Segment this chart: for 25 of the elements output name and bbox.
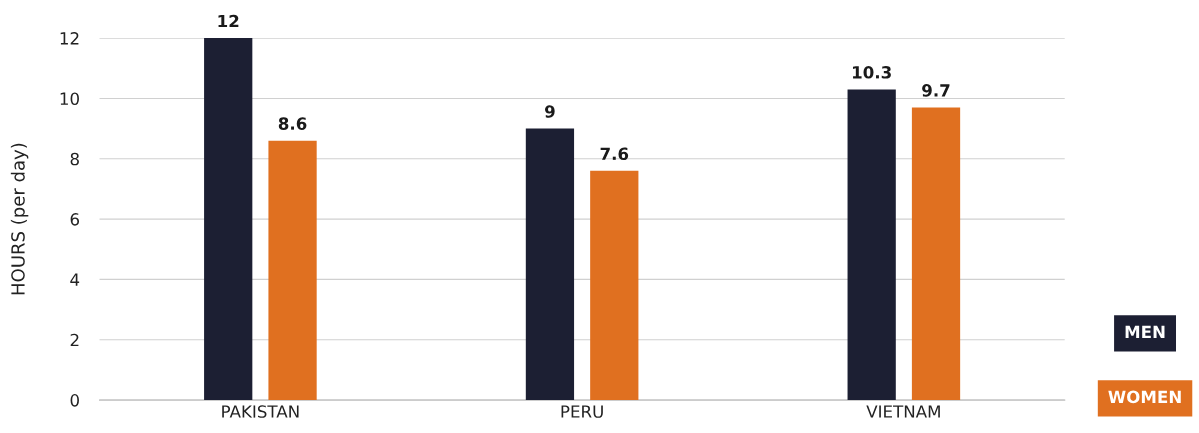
x-tick-label: PAKISTAN <box>222 405 299 418</box>
bar <box>525 128 575 401</box>
y-tick-label: 8 <box>70 152 79 166</box>
bar <box>590 170 639 401</box>
data-label: 9.7 <box>922 84 950 97</box>
y-axis-title: HOURS (per day) <box>10 143 29 295</box>
y-tick-label: 10 <box>60 92 79 105</box>
y-tick-label: 0 <box>70 394 79 407</box>
data-label: 8.6 <box>278 117 307 130</box>
y-tick-label: 12 <box>60 32 79 45</box>
bar <box>268 140 317 401</box>
bar <box>847 89 896 401</box>
text: MEN <box>1125 325 1165 339</box>
bar <box>204 38 253 401</box>
text: WOMEN <box>1108 390 1181 404</box>
y-tick-label: 6 <box>70 213 80 226</box>
data-label: 12 <box>218 14 239 28</box>
x-tick-label: VIETNAM <box>866 405 940 418</box>
x-tick-label: PERU <box>561 405 603 418</box>
data-label: 10.3 <box>852 66 891 79</box>
y-tick-label: 4 <box>70 273 80 286</box>
y-tick-label: 2 <box>70 333 79 347</box>
data-label: 9 <box>545 105 555 118</box>
data-label: 7.6 <box>600 147 629 161</box>
bar <box>911 107 961 401</box>
